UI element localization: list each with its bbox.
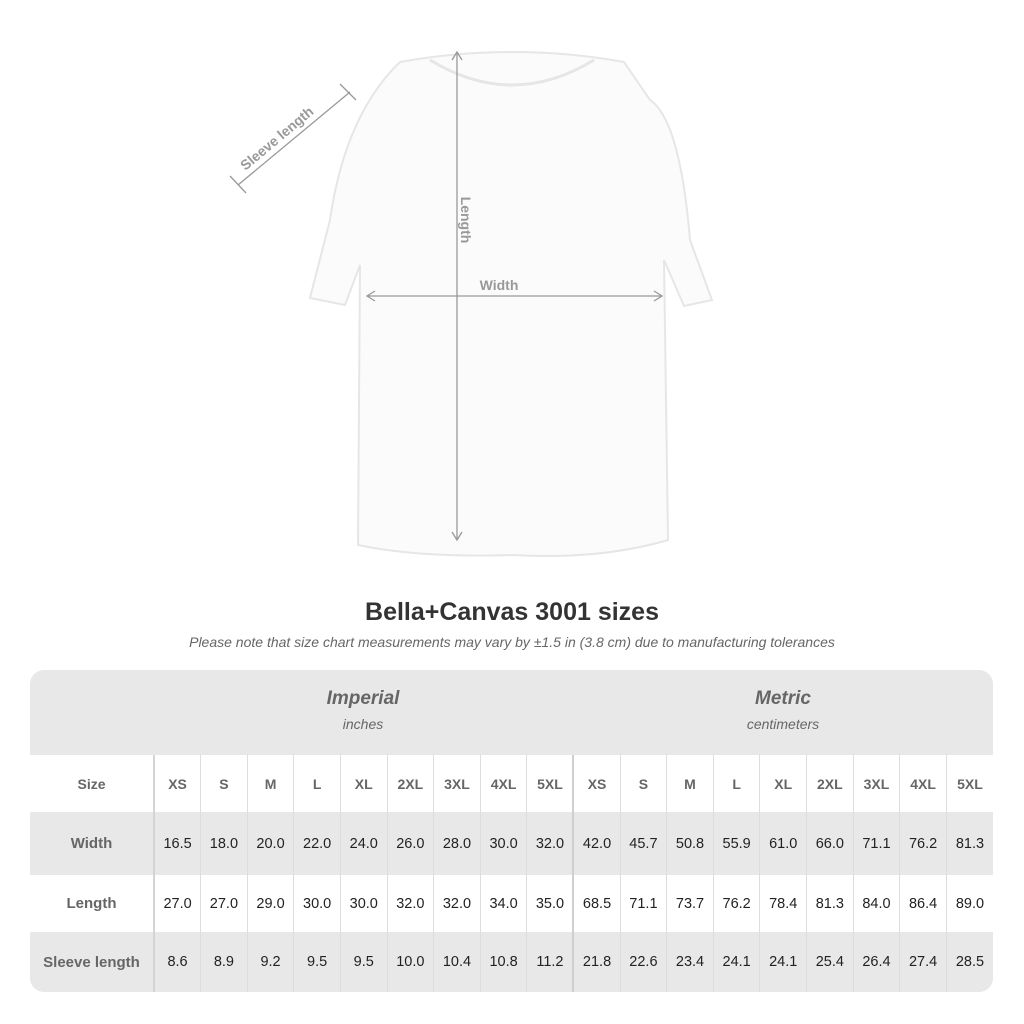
metric-cell: 23.4 <box>666 932 714 992</box>
tolerance-note: Please note that size chart measurements… <box>189 634 835 650</box>
imperial-cell: 10.0 <box>386 932 434 992</box>
imperial-cell: 30.0 <box>339 875 388 932</box>
imperial-cell: 3XL <box>433 755 481 812</box>
metric-cell: S <box>619 755 667 812</box>
imperial-cell: L <box>293 755 341 812</box>
imperial-cell: 22.0 <box>293 812 341 875</box>
metric-cell: 68.5 <box>572 875 621 932</box>
metric-unit: centimeters <box>746 716 820 732</box>
metric-cell: 89.0 <box>945 875 993 932</box>
size-table: Imperial inches Metric centimeters Size X… <box>30 670 993 992</box>
imperial-cell: 4XL <box>479 755 527 812</box>
row-label: Size <box>30 755 155 812</box>
table-row-sizes: Size XS S M L XL 2XL 3XL 4XL 5XL XS S M L XL 2XL 3XL 4XL 5… <box>30 755 993 812</box>
imperial-cell: M <box>246 755 294 812</box>
metric-cell: 21.8 <box>572 932 621 992</box>
imperial-cell: 35.0 <box>526 875 574 932</box>
metric-cell: 73.7 <box>666 875 714 932</box>
metric-title: Metric <box>755 688 811 709</box>
imperial-cell: 9.2 <box>246 932 294 992</box>
metric-header: Metric centimeters <box>573 670 993 755</box>
imperial-cell: 27.0 <box>153 875 201 932</box>
metric-cell: 66.0 <box>806 812 854 875</box>
imperial-cell: 9.5 <box>293 932 341 992</box>
metric-cell: 5XL <box>945 755 993 812</box>
imperial-header: Imperial inches <box>153 670 573 755</box>
metric-cell: 76.2 <box>899 812 947 875</box>
metric-cell: 71.1 <box>852 812 900 875</box>
metric-cell: 50.8 <box>666 812 714 875</box>
imperial-cell: 8.6 <box>153 932 201 992</box>
table-row: Sleeve length 8.6 8.9 9.2 9.5 9.5 10.0 10.4 10.8… <box>30 932 993 992</box>
imperial-cell: 29.0 <box>246 875 294 932</box>
metric-cell: 42.0 <box>572 812 621 875</box>
imperial-cell: 9.5 <box>339 932 388 992</box>
metric-cell: 4XL <box>899 755 947 812</box>
metric-cell: XL <box>759 755 807 812</box>
size-grid: Size XS S M L XL 2XL 3XL 4XL 5XL XS S M L XL 2XL 3XL 4XL 5… <box>30 755 993 992</box>
length-label: Length <box>458 197 474 244</box>
imperial-cell: 5XL <box>526 755 574 812</box>
row-label: Length <box>30 875 155 932</box>
imperial-title: Imperial <box>326 688 400 709</box>
imperial-cell: 30.0 <box>293 875 341 932</box>
imperial-cell: 2XL <box>386 755 434 812</box>
metric-cell: 2XL <box>806 755 854 812</box>
metric-cell: 76.2 <box>712 875 760 932</box>
imperial-cell: 8.9 <box>200 932 248 992</box>
metric-cell: 78.4 <box>759 875 807 932</box>
metric-cell: M <box>666 755 714 812</box>
imperial-cell: 16.5 <box>153 812 201 875</box>
imperial-cell: 10.8 <box>479 932 527 992</box>
table-row: Length 27.0 27.0 29.0 30.0 30.0 32.0 32.0 34.0 35… <box>30 875 993 932</box>
imperial-cell: 32.0 <box>386 875 434 932</box>
imperial-unit: inches <box>342 716 384 732</box>
metric-cell: 25.4 <box>806 932 854 992</box>
metric-cell: 27.4 <box>899 932 947 992</box>
metric-cell: 55.9 <box>712 812 760 875</box>
imperial-cell: 30.0 <box>479 812 527 875</box>
imperial-cell: 11.2 <box>526 932 574 992</box>
metric-cell: 61.0 <box>759 812 807 875</box>
imperial-cell: 26.0 <box>386 812 434 875</box>
metric-cell: 24.1 <box>712 932 760 992</box>
metric-cell: 3XL <box>852 755 900 812</box>
tshirt-image <box>308 50 714 557</box>
imperial-cell: 28.0 <box>433 812 481 875</box>
imperial-cell: 32.0 <box>433 875 481 932</box>
imperial-cell: 32.0 <box>526 812 574 875</box>
metric-cell: XS <box>572 755 621 812</box>
imperial-cell: 20.0 <box>246 812 294 875</box>
imperial-cell: 34.0 <box>479 875 527 932</box>
imperial-cell: 18.0 <box>200 812 248 875</box>
imperial-cell: 24.0 <box>339 812 388 875</box>
metric-cell: 45.7 <box>619 812 667 875</box>
metric-cell: 28.5 <box>945 932 993 992</box>
imperial-cell: XS <box>153 755 201 812</box>
table-row: Width 16.5 18.0 20.0 22.0 24.0 26.0 28.0 30.0 32.… <box>30 812 993 875</box>
imperial-cell: XL <box>339 755 388 812</box>
metric-cell: 26.4 <box>852 932 900 992</box>
width-label: Width <box>480 277 519 293</box>
metric-cell: 81.3 <box>945 812 993 875</box>
imperial-cell: 27.0 <box>200 875 248 932</box>
page-title: Bella+Canvas 3001 sizes <box>365 598 659 626</box>
sleeve-length-label: Sleeve length <box>237 103 316 173</box>
metric-cell: 86.4 <box>899 875 947 932</box>
metric-cell: 71.1 <box>619 875 667 932</box>
metric-cell: L <box>712 755 760 812</box>
metric-cell: 22.6 <box>619 932 667 992</box>
row-label: Sleeve length <box>30 932 155 992</box>
row-label: Width <box>30 812 155 875</box>
metric-cell: 81.3 <box>806 875 854 932</box>
metric-cell: 84.0 <box>852 875 900 932</box>
imperial-cell: S <box>200 755 248 812</box>
metric-cell: 24.1 <box>759 932 807 992</box>
tshirt-diagram: Sleeve length Length Width <box>229 50 714 557</box>
imperial-cell: 10.4 <box>433 932 481 992</box>
